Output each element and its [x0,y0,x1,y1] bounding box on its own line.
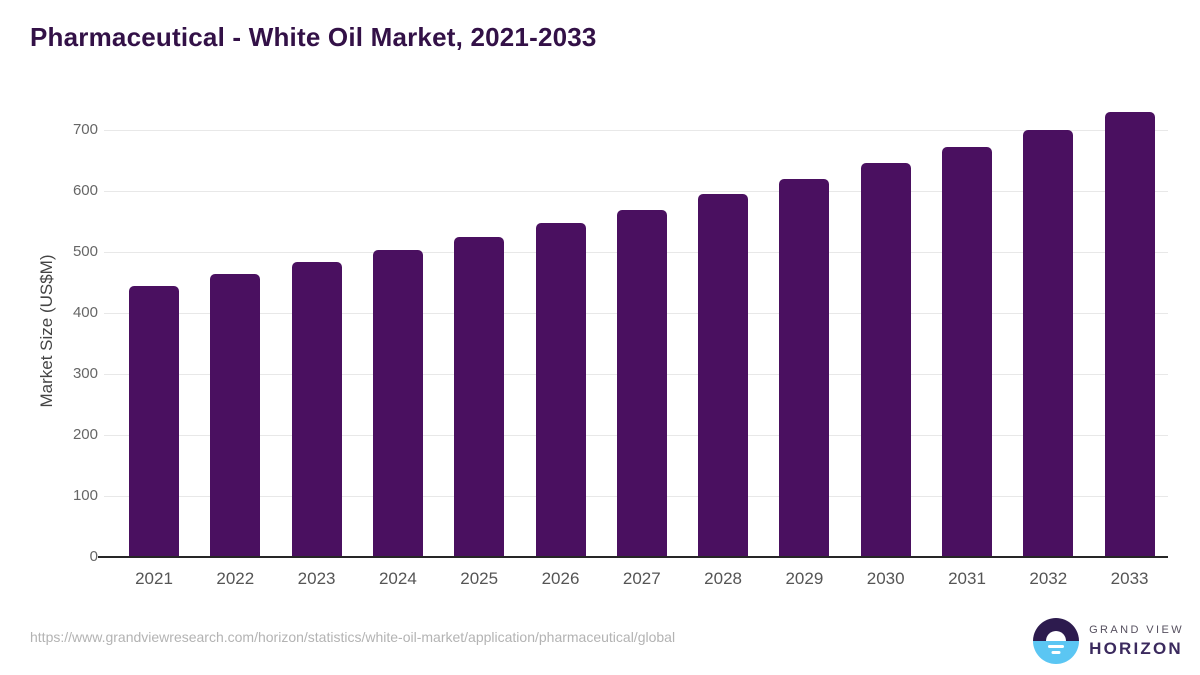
bar-2033[interactable] [1104,112,1155,557]
y-tick-label-0: 0 [89,548,98,565]
plot-area [98,100,1168,558]
gridline-700 [104,130,1168,132]
x-tick-label-2031: 2031 [948,569,986,588]
bar-2031[interactable] [942,146,992,557]
bar-2028[interactable] [698,194,749,557]
y-tick-label-700: 700 [72,121,98,139]
bar-2024[interactable] [372,249,423,557]
gridline-600 [104,191,1168,193]
x-tick-label-2022: 2022 [216,569,255,588]
bar-2021[interactable] [129,285,179,557]
x-tick-label-2024: 2024 [378,569,417,588]
grandview-horizon-logo: GRAND VIEW HORIZON [1033,618,1184,664]
page-title: Pharmaceutical - White Oil Market, 2021-… [30,22,597,52]
horizon-line-2 [1051,651,1061,654]
x-tick-label-2025: 2025 [460,569,499,588]
y-tick-label-600: 600 [72,182,98,200]
bar-2029[interactable] [779,179,830,557]
y-tick-label-300: 300 [72,365,98,383]
bar-2025[interactable] [454,236,505,557]
bar-2023[interactable] [291,262,342,557]
x-tick-label-2027: 2027 [622,569,661,588]
bar-2027[interactable] [616,209,667,557]
x-tick-label-2021: 2021 [135,569,173,588]
x-tick-label-2029: 2029 [785,569,824,588]
x-tick-label-2023: 2023 [297,569,336,588]
horizon-line-1 [1048,645,1065,648]
y-tick-label-400: 400 [72,304,98,322]
bar-2026[interactable] [535,223,586,557]
x-tick-label-2028: 2028 [704,569,742,588]
sun-dome-shape [1046,631,1067,641]
x-axis-line [98,556,1168,558]
logo-text-grand-view: GRAND VIEW [1089,623,1184,636]
bar-2022[interactable] [210,274,261,557]
logo-text: GRAND VIEW HORIZON [1089,624,1184,659]
horizon-sun-icon [1033,618,1080,664]
bar-2030[interactable] [860,163,911,557]
y-tick-label-500: 500 [72,243,98,261]
x-tick-label-2030: 2030 [866,569,905,588]
bar-2032[interactable] [1023,130,1074,557]
y-tick-label-100: 100 [72,487,98,505]
source-url: https://www.grandviewresearch.com/horizo… [30,629,676,645]
y-tick-label-200: 200 [72,426,98,444]
logo-text-horizon: HORIZON [1089,638,1183,658]
x-tick-label-2026: 2026 [541,569,580,588]
x-tick-label-2032: 2032 [1029,569,1068,588]
x-tick-label-2033: 2033 [1110,569,1149,588]
